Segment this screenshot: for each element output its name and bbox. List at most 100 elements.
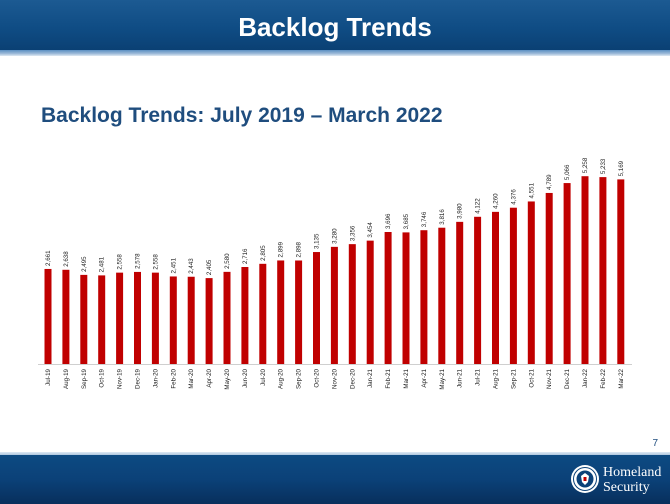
value-labels-group: 2,661 2,638 2,495 2,481 2,558 2,578 2,558 2,451…: [45, 157, 625, 275]
category-label: Apr-21: [421, 368, 428, 387]
value-label: 5,258: [582, 157, 589, 173]
bar-Feb-22: [599, 177, 607, 364]
bar-Aug-19: [62, 269, 70, 364]
bar-Jan-22: [581, 176, 589, 364]
logo-text-line1: Homeland: [603, 465, 662, 480]
category-label: Jun-21: [457, 368, 464, 387]
chart-title: Backlog Trends: July 2019 – March 2022: [41, 104, 443, 127]
category-label: Sep-21: [510, 368, 517, 389]
bar-Mar-21: [402, 232, 410, 364]
bar-Mar-20: [187, 276, 195, 364]
bar-Dec-20: [348, 244, 356, 364]
value-label: 2,451: [170, 257, 177, 273]
bar-Jun-21: [456, 221, 464, 364]
value-label: 2,898: [296, 241, 303, 257]
category-label: Oct-20: [314, 368, 321, 387]
header-stripe: [0, 50, 670, 56]
bar-Nov-19: [116, 272, 124, 364]
category-label: Sep-19: [81, 368, 88, 389]
category-label: Feb-21: [385, 368, 392, 388]
category-label: Jan-20: [152, 368, 159, 387]
bar-Jul-20: [259, 263, 267, 364]
value-label: 3,816: [439, 209, 446, 225]
value-label: 2,578: [135, 253, 142, 269]
value-label: 5,233: [600, 158, 607, 174]
category-label: Apr-20: [206, 368, 213, 387]
value-label: 3,454: [367, 222, 374, 238]
value-label: 2,558: [152, 254, 159, 270]
value-label: 2,661: [45, 250, 52, 266]
value-label: 3,696: [385, 213, 392, 229]
value-label: 2,638: [63, 251, 70, 267]
category-label: Nov-21: [546, 368, 553, 389]
page-number: 7: [652, 438, 658, 449]
bar-Jun-20: [241, 267, 249, 364]
value-label: 2,580: [224, 253, 231, 269]
category-label: Sep-20: [296, 368, 303, 389]
value-label: 3,135: [314, 233, 321, 249]
bar-Oct-19: [98, 275, 106, 364]
category-label: Jan-22: [582, 368, 589, 387]
bar-Sep-20: [295, 260, 303, 364]
footer-bar: [0, 455, 670, 504]
value-label: 2,481: [99, 256, 106, 272]
bar-Mar-22: [617, 179, 625, 364]
bars-group: [44, 176, 625, 364]
value-label: 2,716: [242, 248, 249, 264]
category-label: Oct-21: [528, 368, 535, 387]
value-label: 2,405: [206, 259, 213, 275]
bar-Sep-19: [80, 274, 88, 364]
bar-Nov-21: [545, 192, 553, 364]
category-label: Dec-19: [135, 368, 142, 389]
logo-text-line2: Security: [603, 480, 650, 495]
category-label: Jan-21: [367, 368, 374, 387]
bar-Nov-20: [330, 246, 338, 364]
category-label: Aug-20: [278, 368, 285, 389]
bar-Sep-21: [509, 207, 517, 364]
category-label: Jul-19: [45, 368, 52, 385]
bar-Oct-21: [527, 201, 535, 364]
bar-May-20: [223, 271, 231, 364]
value-label: 2,558: [117, 254, 124, 270]
bar-Aug-20: [277, 260, 285, 364]
category-label: Feb-20: [170, 368, 177, 388]
footer-stripe: [0, 452, 670, 456]
bar-Dec-21: [563, 183, 571, 364]
category-label: Mar-20: [188, 368, 195, 388]
category-label: Dec-20: [349, 368, 356, 389]
header-bar: [0, 0, 670, 52]
value-label: 2,805: [260, 245, 267, 261]
value-label: 4,551: [528, 182, 535, 198]
category-label: May-20: [224, 368, 231, 389]
category-label: Dec-21: [564, 368, 571, 389]
category-label: Jul-21: [475, 368, 482, 385]
bar-May-21: [438, 227, 446, 364]
category-label: Mar-21: [403, 368, 410, 388]
bar-Oct-20: [313, 252, 320, 364]
bar-Jan-21: [366, 240, 374, 364]
bar-Apr-20: [205, 278, 213, 364]
bar-Apr-21: [420, 230, 428, 364]
bar-Jul-19: [44, 268, 52, 364]
value-label: 3,980: [457, 203, 464, 219]
category-labels-group: Jul-19 Aug-19 Sep-19 Oct-19 Nov-19 Dec-19 Jan-…: [45, 368, 625, 389]
value-label: 2,443: [188, 258, 195, 274]
bar-Feb-20: [169, 276, 177, 364]
category-label: Nov-20: [331, 368, 338, 389]
value-label: 3,685: [403, 213, 410, 229]
bar-chart: 2,661 2,638 2,495 2,481 2,558 2,578 2,558 2,451…: [38, 157, 632, 390]
slide-header: Backlog Trends: [238, 12, 432, 42]
value-label: 4,376: [510, 189, 517, 205]
bar-Jul-21: [474, 216, 482, 364]
category-label: Jun-20: [242, 368, 249, 387]
bar-Jan-20: [151, 272, 159, 364]
value-label: 3,746: [421, 211, 428, 227]
value-label: 4,260: [493, 193, 500, 209]
value-label: 5,066: [564, 164, 571, 180]
category-label: Aug-19: [63, 368, 70, 389]
category-label: May-21: [439, 368, 446, 389]
value-label: 5,169: [618, 160, 625, 176]
dhs-logo: Homeland Security: [570, 462, 668, 500]
value-label: 4,789: [546, 174, 553, 190]
category-label: Feb-22: [600, 368, 607, 388]
